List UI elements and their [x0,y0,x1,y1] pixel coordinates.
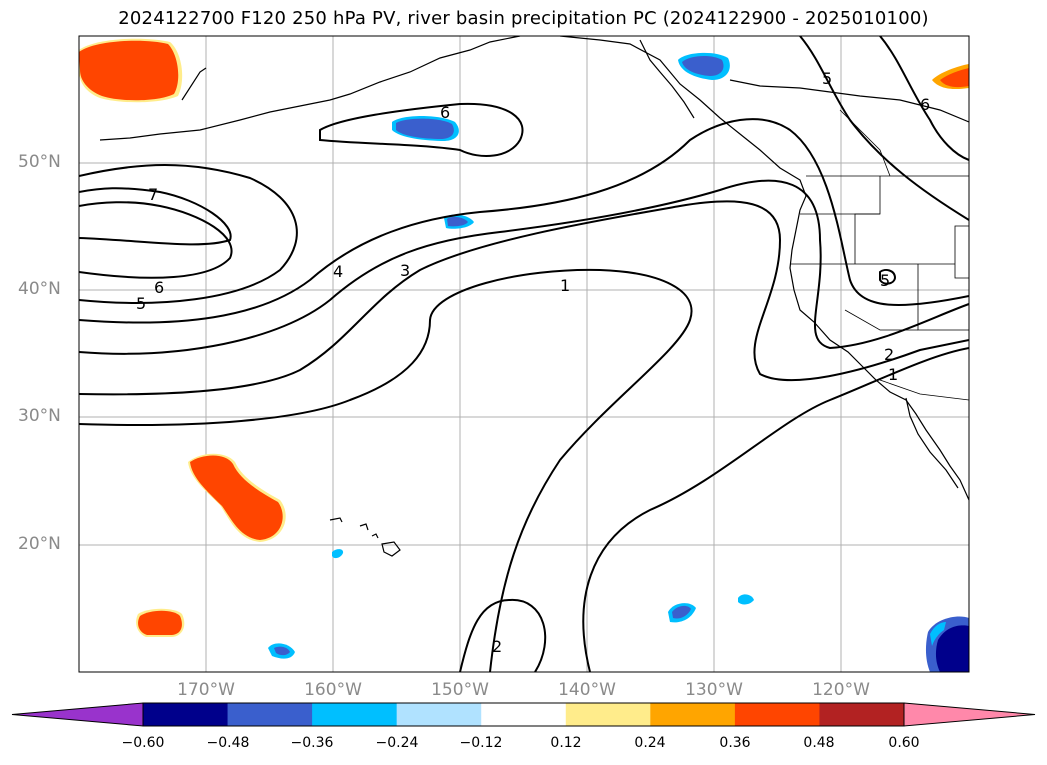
pv-contour-6-northeast [879,36,969,161]
colorbar-tick-label: −0.60 [121,735,165,751]
lon-label: 170°W [177,680,235,700]
pv-contour-1b [582,347,969,672]
colorbar-tick-label: 0.36 [719,735,751,751]
pv-contour-1 [79,268,693,672]
colorbar-segment [819,703,905,726]
pv-contour-3 [79,179,969,355]
lat-label: 50°N [18,152,61,172]
colorbar-segment [227,703,313,726]
colorbar-segment [396,703,482,726]
colorbar-segment [734,703,820,726]
colorbar-extend-min [11,702,144,727]
colorbar-tick-label: −0.36 [290,735,334,751]
colorbar-segment [143,703,229,726]
contour-label: 4 [333,262,343,281]
colorbar-extend-max [903,702,1036,727]
contour-label: 7 [148,185,158,204]
lon-label: 120°W [812,680,870,700]
colorbar-segment [312,703,398,726]
lat-label: 30°N [18,406,61,426]
lat-label: 40°N [18,279,61,299]
map-title: 2024122700 F120 250 hPa PV, river basin … [118,8,929,29]
contour-label: 6 [920,95,930,114]
pv-contour-5-northeast [799,36,969,221]
contour-label: 5 [880,271,890,290]
colorbar-tick-label: −0.12 [459,735,503,751]
pv-contours [79,36,969,672]
lon-label: 140°W [558,680,616,700]
colorbar-tick-label: 0.48 [803,735,835,751]
colorbar-segment [650,703,736,726]
contour-label: 6 [154,278,164,297]
contour-labels: 7 6 5 4 3 1 6 5 6 5 2 1 2 [136,69,930,656]
colorbar-tick-label: 0.60 [888,735,920,751]
contour-label: 3 [400,261,410,280]
contour-label: 2 [884,345,894,364]
map-frame-background [79,36,969,672]
pv-contour-5 [79,164,298,304]
map-plot: 7 6 5 4 3 1 6 5 6 5 2 1 2 [78,35,970,673]
shade-negative-south-3 [738,594,754,605]
precipitation-shading [79,38,969,672]
coastlines [99,36,969,557]
pv-contour-7 [79,187,232,246]
colorbar [11,702,1036,727]
pv-contour-6 [79,201,233,279]
colorbar-tick-label: −0.48 [206,735,250,751]
contour-label: 6 [440,103,450,122]
contour-label: 2 [492,637,502,656]
lon-label: 150°W [431,680,489,700]
lat-label: 20°N [18,534,61,554]
pv-contour-4 [79,118,969,324]
contour-label: 1 [560,276,570,295]
colorbar-tick-label: −0.24 [375,735,419,751]
map-frame [78,35,970,673]
pv-contour-5-us [879,269,897,285]
shade-negative-hawaii-small [332,549,344,559]
contour-label: 5 [136,294,146,313]
contour-label: 1 [888,365,898,384]
lon-label: 160°W [304,680,362,700]
pv-contour-2 [79,200,969,396]
colorbar-tick-label: 0.12 [550,735,582,751]
gridlines [79,36,969,672]
colorbar-segment [481,703,567,726]
colorbar-tick-label: 0.24 [634,735,666,751]
colorbar-segment [565,703,651,726]
pv-contour-2b [459,598,547,672]
contour-label: 5 [822,69,832,88]
lon-label: 130°W [685,680,743,700]
pv-contour-6-north [319,102,524,157]
